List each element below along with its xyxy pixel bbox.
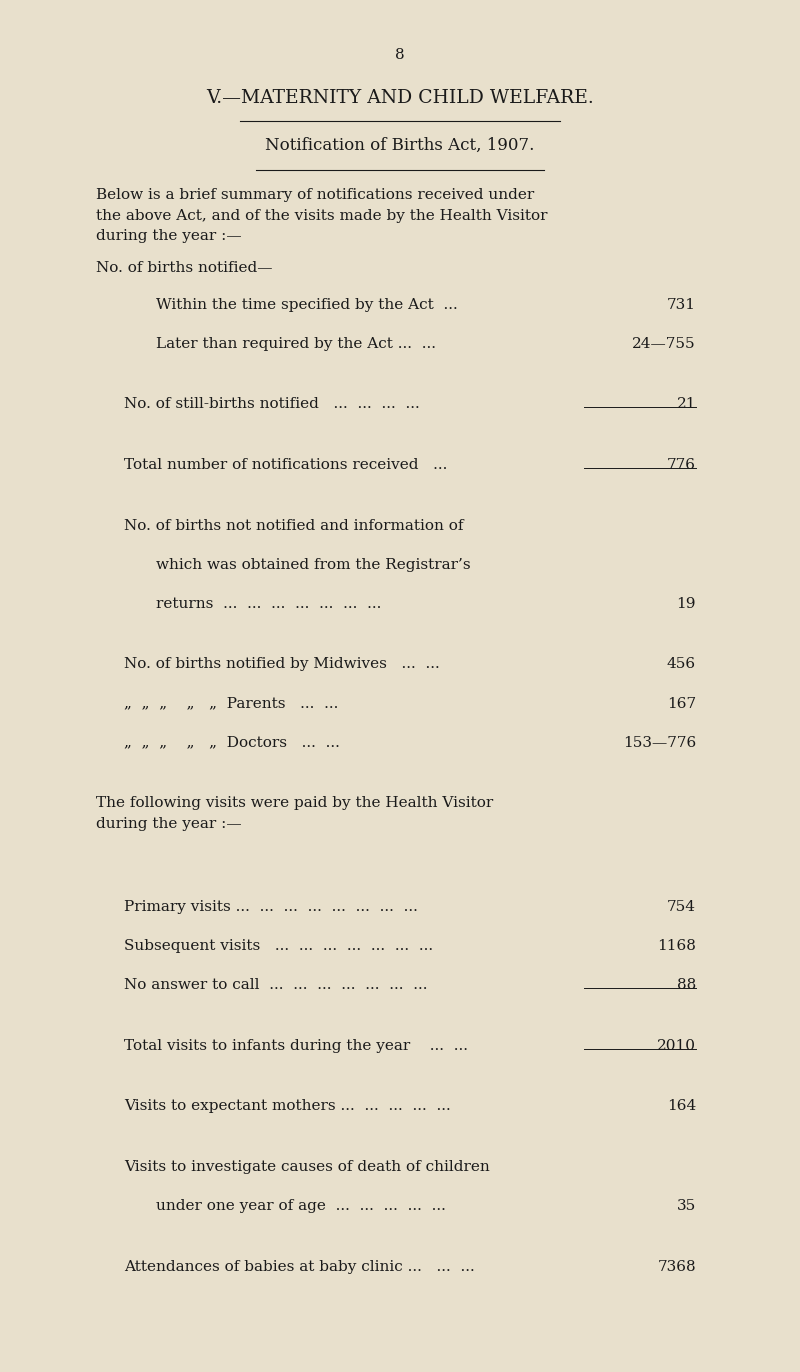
Text: 19: 19 [677, 597, 696, 611]
Text: Total number of notifications received   ...: Total number of notifications received .… [124, 458, 447, 472]
Text: No. of births not notified and information of: No. of births not notified and informati… [124, 519, 463, 532]
Text: 153—776: 153—776 [622, 735, 696, 749]
Text: Subsequent visits   ...  ...  ...  ...  ...  ...  ...: Subsequent visits ... ... ... ... ... ..… [124, 938, 433, 954]
Text: 456: 456 [667, 657, 696, 671]
Text: No. of births notified—: No. of births notified— [96, 261, 273, 274]
Text: returns  ...  ...  ...  ...  ...  ...  ...: returns ... ... ... ... ... ... ... [156, 597, 382, 611]
Text: 167: 167 [667, 697, 696, 711]
Text: 1168: 1168 [657, 938, 696, 954]
Text: No. of births notified by Midwives   ...  ...: No. of births notified by Midwives ... .… [124, 657, 440, 671]
Text: Visits to investigate causes of death of children: Visits to investigate causes of death of… [124, 1159, 490, 1174]
Text: 35: 35 [677, 1199, 696, 1213]
Text: The following visits were paid by the Health Visitor
during the year :—: The following visits were paid by the He… [96, 796, 494, 831]
Text: „  „  „    „   „  Doctors   ...  ...: „ „ „ „ „ Doctors ... ... [124, 735, 340, 749]
Text: 8: 8 [395, 48, 405, 62]
Text: 21: 21 [677, 398, 696, 412]
Text: 731: 731 [667, 298, 696, 311]
Text: Visits to expectant mothers ...  ...  ...  ...  ...: Visits to expectant mothers ... ... ... … [124, 1099, 450, 1113]
Text: 88: 88 [677, 978, 696, 992]
Text: Within the time specified by the Act  ...: Within the time specified by the Act ... [156, 298, 458, 311]
Text: which was obtained from the Registrar’s: which was obtained from the Registrar’s [156, 558, 470, 572]
Text: under one year of age  ...  ...  ...  ...  ...: under one year of age ... ... ... ... ..… [156, 1199, 446, 1213]
Text: 7368: 7368 [658, 1259, 696, 1273]
Text: 24—755: 24—755 [632, 338, 696, 351]
Text: No. of still-births notified   ...  ...  ...  ...: No. of still-births notified ... ... ...… [124, 398, 420, 412]
Text: Attendances of babies at baby clinic ...   ...  ...: Attendances of babies at baby clinic ...… [124, 1259, 474, 1273]
Text: Total visits to infants during the year    ...  ...: Total visits to infants during the year … [124, 1039, 468, 1052]
Text: 164: 164 [666, 1099, 696, 1113]
Text: Primary visits ...  ...  ...  ...  ...  ...  ...  ...: Primary visits ... ... ... ... ... ... .… [124, 900, 418, 914]
Text: V.—MATERNITY AND CHILD WELFARE.: V.—MATERNITY AND CHILD WELFARE. [206, 89, 594, 107]
Text: „  „  „    „   „  Parents   ...  ...: „ „ „ „ „ Parents ... ... [124, 697, 338, 711]
Text: No answer to call  ...  ...  ...  ...  ...  ...  ...: No answer to call ... ... ... ... ... ..… [124, 978, 427, 992]
Text: Below is a brief summary of notifications received under
the above Act, and of t: Below is a brief summary of notification… [96, 188, 547, 243]
Text: 2010: 2010 [657, 1039, 696, 1052]
Text: Later than required by the Act ...  ...: Later than required by the Act ... ... [156, 338, 436, 351]
Text: Notification of Births Act, 1907.: Notification of Births Act, 1907. [266, 137, 534, 154]
Text: 754: 754 [667, 900, 696, 914]
Text: 776: 776 [667, 458, 696, 472]
